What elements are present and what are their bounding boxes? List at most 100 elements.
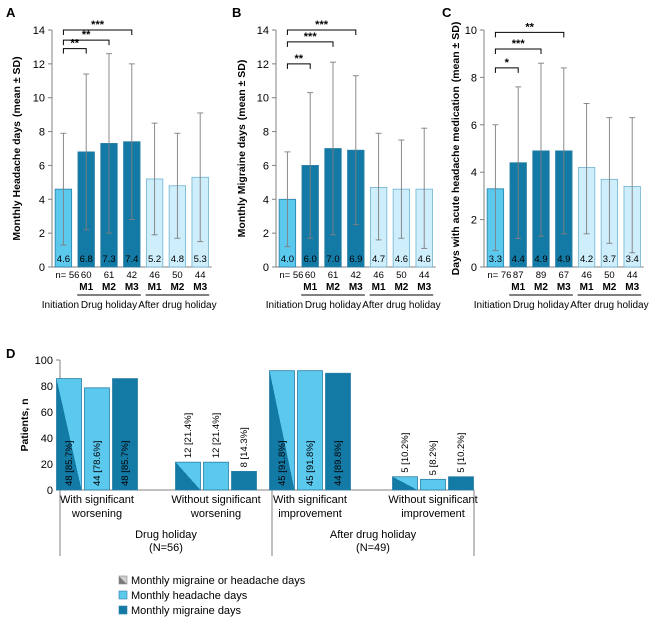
y-tick-label: 4 (39, 194, 45, 206)
bar (392, 476, 418, 491)
n-value: 60 (81, 270, 92, 281)
legend-label: Monthly headache days (131, 590, 248, 602)
month-label: M3 (625, 282, 639, 293)
significance-label: ** (525, 21, 534, 33)
month-label: M1 (511, 282, 525, 293)
bar-value-label: 3.4 (626, 254, 639, 265)
group-label: Initiation (42, 300, 79, 311)
y-tick-label: 6 (263, 160, 269, 172)
bar-value-label: 48 [85.7%] (64, 441, 75, 486)
bar (325, 372, 351, 491)
bar-value-label: 4.8 (171, 254, 184, 265)
bar (231, 471, 257, 491)
group-n: (N=56) (149, 542, 183, 554)
n-value: 44 (419, 270, 430, 281)
y-tick-label: 2 (471, 215, 477, 227)
bar-value-label: 6.8 (80, 254, 93, 265)
n-value: 50 (172, 270, 183, 281)
bar-value-label: 7.3 (102, 254, 115, 265)
bar-value-label: 3.7 (603, 254, 616, 265)
y-tick-label: 8 (263, 127, 269, 139)
y-tick-label: 8 (471, 72, 477, 84)
month-label: M1 (372, 282, 386, 293)
category-label: With significant (60, 494, 134, 506)
bar (56, 378, 82, 491)
y-tick-label: 80 (41, 381, 53, 393)
group-title: After drug holiday (330, 529, 417, 541)
y-axis-label: Days with acute headache medication (mean… (450, 22, 462, 276)
bar-value-label: 5 [8.2%] (428, 440, 439, 475)
y-axis-label: Monthly Headache days (mean ± SD) (11, 56, 23, 240)
month-label: M2 (326, 282, 340, 293)
significance-bracket (62, 29, 133, 35)
significance-label: * (505, 57, 510, 69)
y-tick-label: 8 (39, 127, 45, 139)
y-tick-label: 4 (263, 194, 269, 206)
bar-value-label: 4.6 (395, 254, 408, 265)
y-tick-label: 2 (39, 228, 45, 240)
bar-value-label: 44 [89.8%] (333, 441, 344, 486)
bar (420, 478, 446, 491)
bar-value-label: 4.2 (580, 254, 593, 265)
group-label: Drug holiday (513, 300, 569, 311)
n-label: n= 56 (55, 270, 79, 281)
significance-bracket (62, 48, 87, 54)
group-label: After drug holiday (138, 300, 216, 311)
legend-swatch (118, 605, 128, 615)
n-value: 42 (351, 270, 362, 281)
significance-label: ** (295, 53, 304, 65)
month-label: M1 (148, 282, 162, 293)
bar (269, 370, 295, 491)
y-axis-label: Patients, n (19, 398, 31, 451)
bar-value-label: 4.6 (57, 254, 70, 265)
legend-swatch (118, 590, 128, 600)
bar-value-label: 44 [78.6%] (92, 441, 103, 486)
significance-bracket (494, 48, 542, 54)
legend-label: Monthly migraine days (131, 605, 242, 617)
y-tick-label: 0 (39, 262, 45, 274)
significance-label: ** (82, 29, 91, 41)
significance-label: *** (315, 19, 329, 31)
category-label: Without significant (171, 494, 260, 506)
n-label: n= 56 (279, 270, 303, 281)
significance-bracket (494, 67, 519, 73)
bar (112, 378, 138, 491)
y-axis-label-text: Days with acute headache medication (450, 86, 462, 275)
y-axis-label-text: Monthly Headache days (11, 121, 23, 241)
group-label: Initiation (474, 300, 511, 311)
significance-bracket (286, 41, 334, 47)
bar-value-label: 6.9 (349, 254, 362, 265)
month-label: M3 (125, 282, 139, 293)
y-tick-label: 100 (35, 355, 53, 367)
n-value: 46 (373, 270, 384, 281)
significance-label: *** (91, 19, 105, 31)
y-axis-label-suffix: (mean ± SD) (236, 60, 248, 121)
bar (448, 476, 474, 491)
month-label: M3 (557, 282, 571, 293)
bar-value-label: 7.4 (125, 254, 138, 265)
bar-value-label: 5 [10.2%] (400, 433, 411, 473)
y-tick-label: 10 (33, 93, 45, 105)
bar-value-label: 6.0 (304, 254, 317, 265)
panel-letter: B (232, 5, 241, 20)
group-label: After drug holiday (570, 300, 648, 311)
month-label: M2 (394, 282, 408, 293)
significance-bracket (286, 63, 311, 69)
y-axis-label-suffix: (mean ± SD) (450, 22, 462, 83)
month-label: M3 (349, 282, 363, 293)
n-label: n= 76 (487, 270, 511, 281)
month-label: M2 (170, 282, 184, 293)
bar-value-label: 4.7 (372, 254, 385, 265)
n-value: 46 (149, 270, 160, 281)
n-value: 60 (305, 270, 316, 281)
panel-letter: D (6, 346, 15, 361)
bar (175, 461, 201, 491)
bar-value-label: 4.9 (557, 254, 570, 265)
y-tick-label: 0 (471, 262, 477, 274)
y-tick-label: 12 (257, 59, 269, 71)
panel-d-chart: D Patients, n 0 20 40 60 80 100 48 [85.7%] 12 [21… (6, 346, 478, 617)
month-label: M2 (102, 282, 116, 293)
n-value: 44 (627, 270, 638, 281)
bar (84, 387, 110, 491)
